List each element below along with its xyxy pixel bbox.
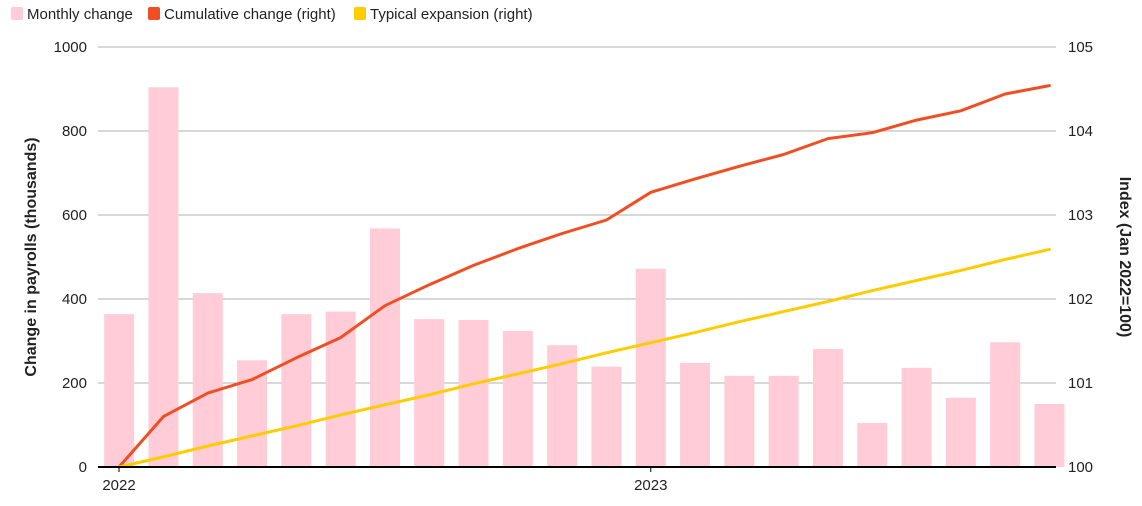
line-typical-expansion	[117, 247, 1051, 469]
y-left-tick-label: 800	[62, 123, 87, 140]
bar-monthly-change	[812, 348, 843, 467]
bar-monthly-change	[680, 362, 711, 467]
legend-swatch-2	[148, 7, 160, 20]
bar-monthly-change	[635, 268, 666, 467]
y-axis-right-title: Index (Jan 2022=100)	[1116, 177, 1133, 338]
bar-monthly-change	[591, 366, 622, 467]
y-left-tick-label: 1000	[54, 39, 87, 56]
axes: 2022 2023	[98, 466, 1056, 494]
legend-label-3: Typical expansion (right)	[370, 6, 533, 23]
x-tick-label: 2022	[102, 477, 135, 494]
bar-monthly-change	[857, 422, 888, 467]
y-right-tick-label: 104	[1068, 123, 1093, 140]
bar-monthly-change	[901, 367, 932, 467]
bar-monthly-change	[104, 314, 135, 467]
x-tick-label: 2023	[634, 477, 667, 494]
bar-monthly-change	[281, 314, 312, 467]
bar-monthly-change	[369, 228, 400, 467]
legend-swatch-3	[354, 7, 366, 20]
y-left-tick-label: 0	[79, 459, 87, 476]
bar-monthly-change	[768, 375, 799, 467]
line-cumulative-change	[117, 84, 1051, 469]
y-axis-left-title: Change in payrolls (thousands)	[23, 137, 40, 376]
y-right-tick-label: 105	[1068, 39, 1093, 56]
bar-monthly-change	[325, 311, 356, 467]
line-series	[117, 84, 1051, 469]
bar-monthly-change	[724, 375, 755, 467]
gridlines: 0 200 400 600 800 1000 100 101 102 103 104 105	[54, 39, 1093, 476]
y-left-tick-label: 600	[62, 207, 87, 224]
y-right-tick-label: 103	[1068, 207, 1093, 224]
bar-monthly-change	[237, 360, 268, 467]
legend-label-2: Cumulative change (right)	[164, 6, 336, 23]
bar-series	[104, 87, 1065, 467]
bar-monthly-change	[990, 342, 1021, 467]
bar-monthly-change	[192, 293, 223, 467]
y-right-tick-label: 102	[1068, 291, 1093, 308]
legend-swatch-1	[11, 7, 23, 20]
legend-label-1: Monthly change	[27, 6, 133, 23]
y-right-tick-label: 100	[1068, 459, 1093, 476]
y-left-tick-label: 200	[62, 375, 87, 392]
y-right-tick-label: 101	[1068, 375, 1093, 392]
bar-monthly-change	[945, 397, 976, 467]
bar-monthly-change	[502, 330, 533, 467]
y-left-tick-label: 400	[62, 291, 87, 308]
legend: Monthly change Cumulative change (right) T…	[11, 6, 533, 23]
bar-monthly-change	[458, 320, 489, 467]
bar-monthly-change	[148, 87, 179, 467]
bar-monthly-change	[1034, 404, 1065, 467]
